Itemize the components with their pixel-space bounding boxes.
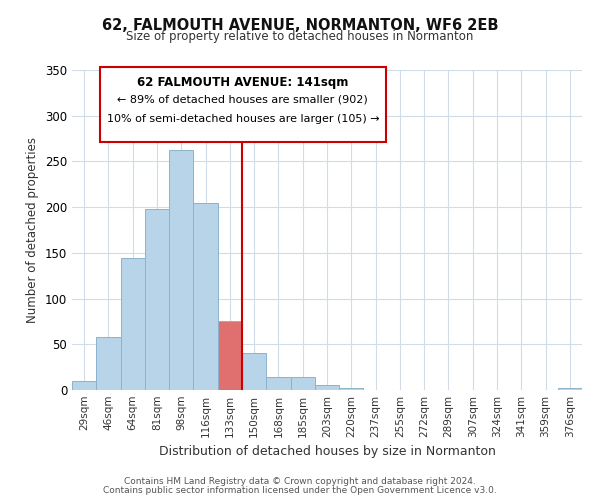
Text: Contains public sector information licensed under the Open Government Licence v3: Contains public sector information licen… bbox=[103, 486, 497, 495]
FancyBboxPatch shape bbox=[100, 67, 386, 142]
Text: 10% of semi-detached houses are larger (105) →: 10% of semi-detached houses are larger (… bbox=[107, 114, 379, 124]
Bar bbox=[266, 377, 290, 390]
Text: Contains HM Land Registry data © Crown copyright and database right 2024.: Contains HM Land Registry data © Crown c… bbox=[124, 477, 476, 486]
Bar bbox=[72, 381, 96, 390]
Bar bbox=[145, 209, 169, 390]
Text: Size of property relative to detached houses in Normanton: Size of property relative to detached ho… bbox=[127, 30, 473, 43]
Text: 62, FALMOUTH AVENUE, NORMANTON, WF6 2EB: 62, FALMOUTH AVENUE, NORMANTON, WF6 2EB bbox=[102, 18, 498, 32]
Y-axis label: Number of detached properties: Number of detached properties bbox=[26, 137, 40, 323]
X-axis label: Distribution of detached houses by size in Normanton: Distribution of detached houses by size … bbox=[158, 446, 496, 458]
Bar bbox=[121, 258, 145, 390]
Bar bbox=[558, 388, 582, 390]
Bar bbox=[193, 204, 218, 390]
Bar bbox=[218, 322, 242, 390]
Bar bbox=[290, 377, 315, 390]
Bar bbox=[339, 388, 364, 390]
Text: ← 89% of detached houses are smaller (902): ← 89% of detached houses are smaller (90… bbox=[118, 94, 368, 104]
Bar bbox=[96, 337, 121, 390]
Text: 62 FALMOUTH AVENUE: 141sqm: 62 FALMOUTH AVENUE: 141sqm bbox=[137, 76, 349, 89]
Bar bbox=[169, 150, 193, 390]
Bar bbox=[315, 384, 339, 390]
Bar bbox=[242, 352, 266, 390]
